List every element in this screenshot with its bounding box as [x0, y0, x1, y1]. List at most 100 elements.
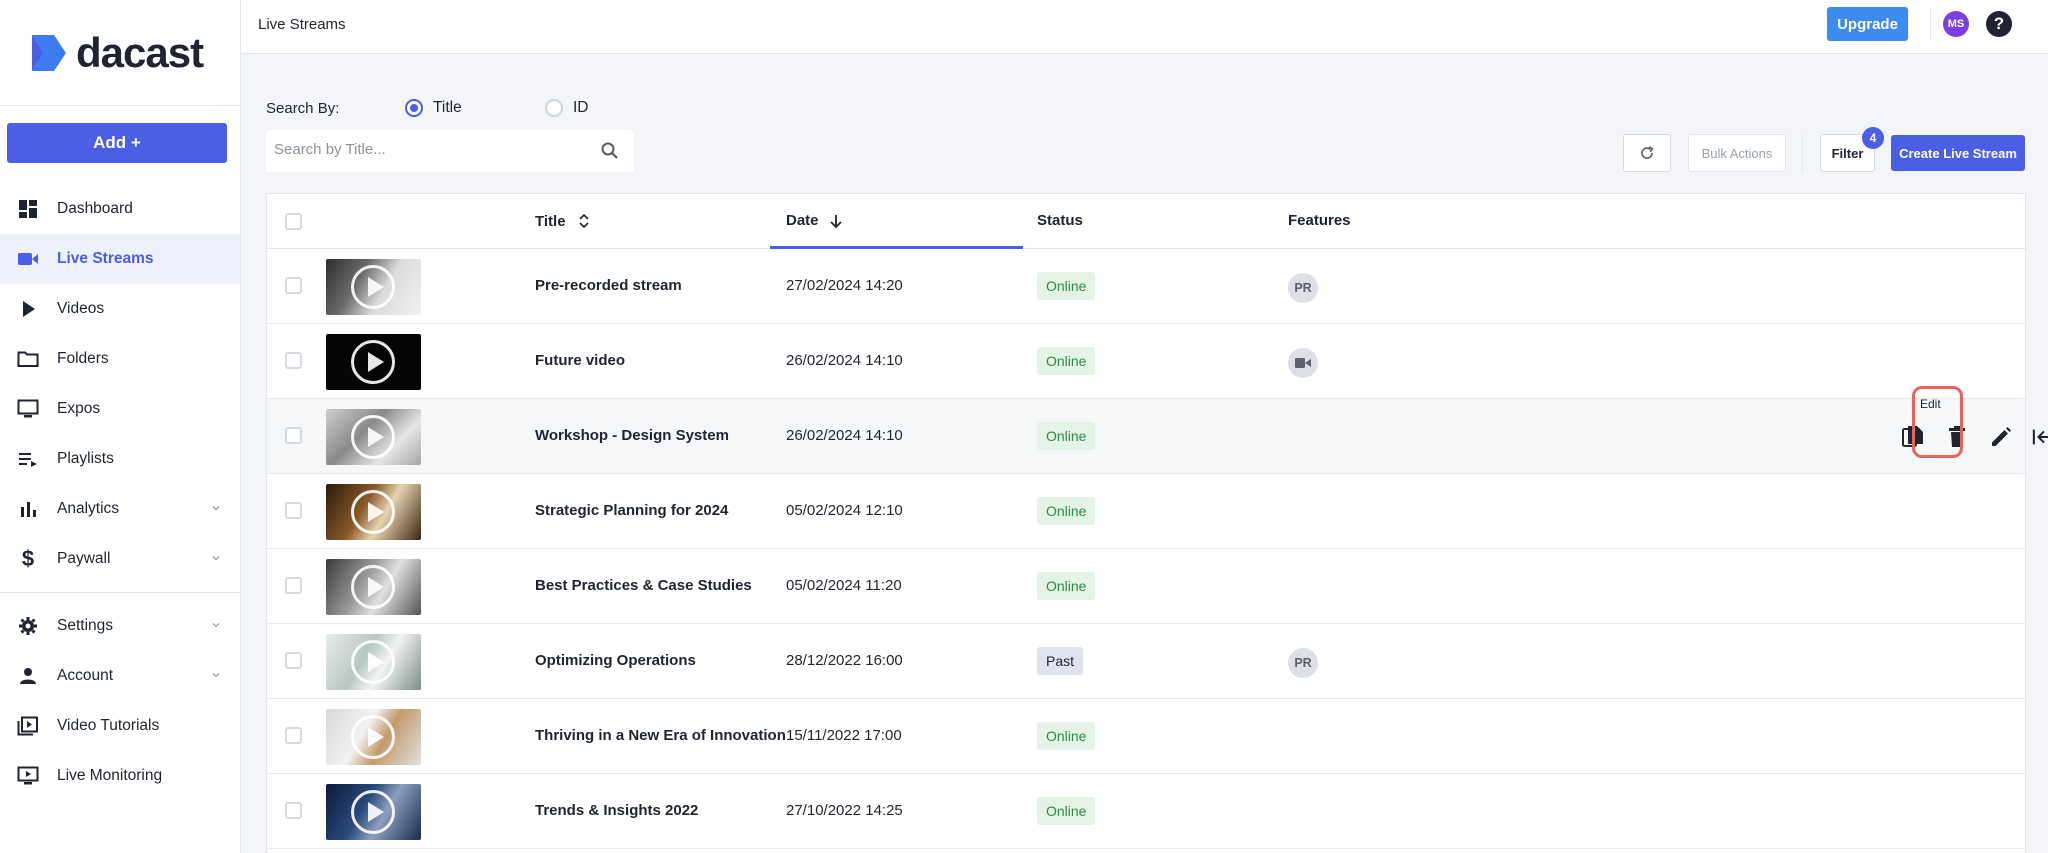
- row-date: 15/11/2022 17:00: [786, 727, 902, 744]
- sidebar-item-label: Playlists: [57, 450, 114, 467]
- column-title-label: Title: [535, 212, 566, 230]
- live-streams-table: Title Date Status Features Pre-recorded …: [266, 193, 2048, 853]
- bulk-actions-button[interactable]: Bulk Actions: [1688, 134, 1786, 172]
- row-title[interactable]: Thriving in a New Era of Innovation: [535, 727, 786, 744]
- row-title[interactable]: Trends & Insights 2022: [535, 802, 699, 819]
- table-row[interactable]: Trends & Insights 2022 27/10/2022 14:25 …: [267, 774, 2025, 849]
- sidebar-item-live-streams[interactable]: Live Streams: [0, 234, 240, 284]
- edit-icon[interactable]: [1989, 425, 2013, 449]
- table-row[interactable]: Workshop - Design System 26/02/2024 14:1…: [267, 399, 2048, 474]
- radio-label: ID: [573, 99, 589, 116]
- edit-highlight-outline: [1912, 386, 1963, 458]
- avatar[interactable]: MS: [1943, 11, 1969, 37]
- sidebar-item-dashboard[interactable]: Dashboard: [0, 184, 240, 234]
- row-title[interactable]: Optimizing Operations: [535, 652, 696, 669]
- sidebar-item-analytics[interactable]: Analytics: [0, 484, 240, 534]
- collapse-left-icon[interactable]: [2032, 425, 2048, 449]
- search-box: [266, 130, 634, 172]
- table-row[interactable]: Future video 26/02/2024 14:10 Online: [267, 324, 2025, 399]
- radio-indicator[interactable]: [545, 99, 563, 117]
- select-all-checkbox[interactable]: [285, 213, 302, 230]
- logo[interactable]: dacast: [0, 0, 240, 106]
- upgrade-button[interactable]: Upgrade: [1827, 7, 1908, 41]
- chevron-down-icon[interactable]: [212, 504, 220, 512]
- video-thumbnail[interactable]: [326, 559, 421, 615]
- video-thumbnail[interactable]: [326, 259, 421, 315]
- row-title[interactable]: Pre-recorded stream: [535, 277, 682, 294]
- search-input[interactable]: [274, 141, 584, 158]
- row-title[interactable]: Strategic Planning for 2024: [535, 502, 729, 519]
- row-checkbox[interactable]: [285, 502, 302, 519]
- page-title: Live Streams: [258, 16, 346, 33]
- sidebar-item-expos[interactable]: Expos: [0, 384, 240, 434]
- row-date: 26/02/2024 14:10: [786, 427, 903, 444]
- row-checkbox[interactable]: [285, 427, 302, 444]
- column-features-label: Features: [1288, 212, 1351, 229]
- status-badge: Past: [1037, 647, 1084, 675]
- video-thumbnail[interactable]: [326, 484, 421, 540]
- sidebar-item-label: Video Tutorials: [57, 717, 160, 734]
- play-icon: [351, 265, 395, 309]
- row-title[interactable]: Future video: [535, 352, 626, 369]
- row-title[interactable]: Workshop - Design System: [535, 427, 729, 444]
- sidebar-item-account[interactable]: Account: [0, 651, 240, 701]
- copy-icon[interactable]: [1901, 425, 1925, 449]
- play-icon: [17, 298, 39, 320]
- arrow-down-icon[interactable]: [829, 213, 843, 229]
- chevron-down-icon[interactable]: [212, 554, 220, 562]
- video-thumbnail[interactable]: [326, 409, 421, 465]
- row-title[interactable]: Best Practices & Case Studies: [535, 577, 752, 594]
- sidebar-item-label: Analytics: [57, 500, 120, 517]
- refresh-icon: [1641, 146, 1654, 159]
- table-row[interactable]: Optimizing Operations 28/12/2022 16:00 P…: [267, 624, 2025, 699]
- dacast-logo-icon: [32, 34, 66, 71]
- sidebar-item-label: Expos: [57, 400, 101, 417]
- add-button[interactable]: Add +: [7, 123, 227, 163]
- row-checkbox[interactable]: [285, 277, 302, 294]
- sidebar-item-label: Live Monitoring: [57, 767, 163, 784]
- help-icon[interactable]: ?: [1986, 11, 2012, 37]
- person-icon: [17, 665, 39, 687]
- table-row[interactable]: Pre-recorded stream 27/02/2024 14:20 Onl…: [267, 249, 2025, 324]
- row-checkbox[interactable]: [285, 652, 302, 669]
- video-thumbnail[interactable]: [326, 334, 421, 390]
- create-live-stream-button[interactable]: Create Live Stream: [1891, 135, 2025, 171]
- column-header-title[interactable]: Title: [535, 212, 590, 230]
- table-row[interactable]: Strategic Planning for 2024 05/02/2024 1…: [267, 474, 2025, 549]
- table-row[interactable]: Thriving in a New Era of Innovation 15/1…: [267, 699, 2025, 774]
- sidebar-item-videos[interactable]: Videos: [0, 284, 240, 334]
- table-row[interactable]: Best Practices & Case Studies 05/02/2024…: [267, 549, 2025, 624]
- sidebar-item-video-tutorials[interactable]: Video Tutorials: [0, 701, 240, 751]
- row-checkbox[interactable]: [285, 352, 302, 369]
- video-thumbnail[interactable]: [326, 784, 421, 840]
- sidebar-item-paywall[interactable]: $ Paywall: [0, 534, 240, 584]
- search-icon[interactable]: [600, 141, 620, 161]
- sidebar-item-folders[interactable]: Folders: [0, 334, 240, 384]
- chevron-down-icon[interactable]: [212, 671, 220, 679]
- playlist-icon: [17, 448, 39, 470]
- filter-button[interactable]: Filter: [1820, 134, 1875, 172]
- active-sort-indicator: [770, 246, 1023, 249]
- row-checkbox[interactable]: [285, 577, 302, 594]
- video-thumbnail[interactable]: [326, 709, 421, 765]
- search-by-label: Search By:: [266, 100, 340, 117]
- chevron-down-icon[interactable]: [212, 621, 220, 629]
- search-by-id-radio[interactable]: ID: [545, 99, 589, 117]
- sidebar-item-label: Videos: [57, 300, 105, 317]
- column-header-features: Features: [1288, 212, 1351, 229]
- radio-selected-indicator[interactable]: [405, 99, 423, 117]
- search-by-title-radio[interactable]: Title: [405, 99, 462, 117]
- status-badge: Online: [1037, 797, 1096, 825]
- sidebar-item-settings[interactable]: Settings: [0, 601, 240, 651]
- row-checkbox[interactable]: [285, 802, 302, 819]
- column-header-date[interactable]: Date: [786, 212, 843, 229]
- status-badge: Online: [1037, 347, 1096, 375]
- sidebar-item-live-monitoring[interactable]: Live Monitoring: [0, 751, 240, 801]
- status-badge: Online: [1037, 497, 1096, 525]
- refresh-button[interactable]: [1623, 134, 1671, 172]
- sidebar-item-playlists[interactable]: Playlists: [0, 434, 240, 484]
- video-thumbnail[interactable]: [326, 634, 421, 690]
- row-checkbox[interactable]: [285, 727, 302, 744]
- play-icon: [351, 340, 395, 384]
- sort-icon[interactable]: [578, 212, 590, 230]
